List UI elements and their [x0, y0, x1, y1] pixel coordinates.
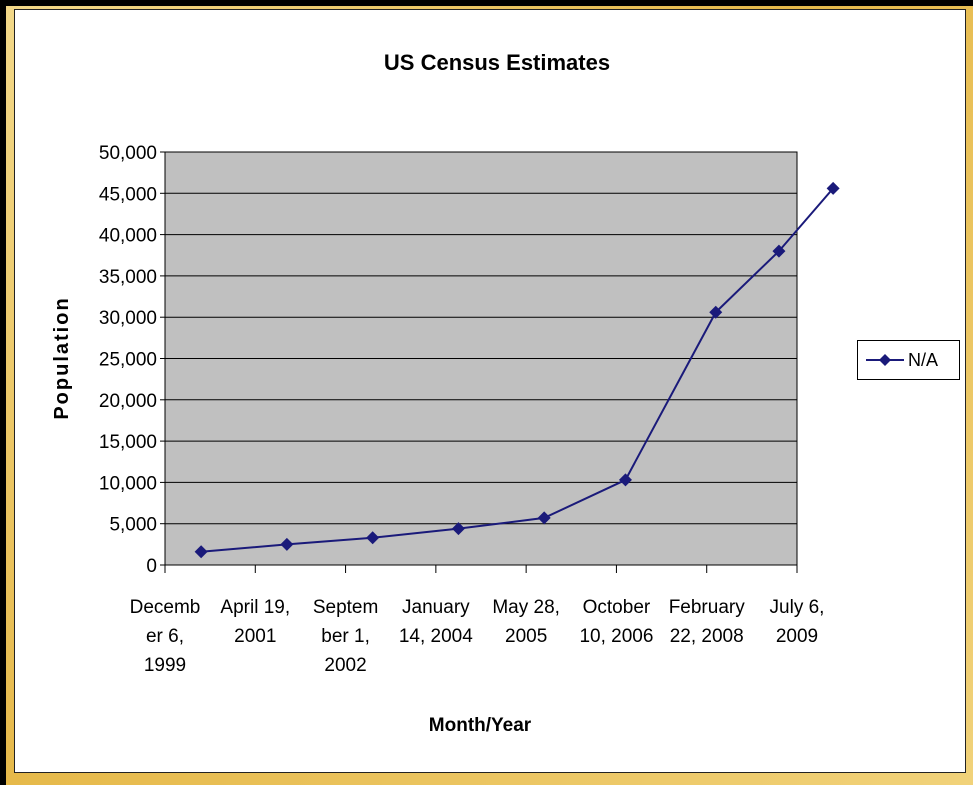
- x-tick-label: Decemb er 6, 1999: [130, 597, 201, 676]
- data-point-marker: [772, 244, 786, 258]
- x-tick-label: July 6, 2009: [770, 597, 825, 647]
- y-tick-label: 0: [146, 556, 157, 577]
- legend: N/A: [857, 340, 960, 380]
- x-tick-label: May 28, 2005: [492, 597, 560, 647]
- y-tick-label: 10,000: [99, 473, 157, 494]
- y-tick-label: 30,000: [99, 308, 157, 329]
- x-tick-label: January 14, 2004: [399, 597, 473, 647]
- x-tick-label: April 19, 2001: [220, 597, 290, 647]
- data-point-marker: [280, 537, 294, 551]
- y-tick-label: 15,000: [99, 432, 157, 453]
- x-axis-label: Month/Year: [429, 715, 532, 736]
- y-axis-label: Population: [51, 296, 73, 419]
- data-point-marker: [618, 473, 632, 487]
- chart-title: US Census Estimates: [384, 50, 610, 75]
- x-tick-label: Septem ber 1, 2002: [313, 597, 378, 676]
- data-point-marker: [537, 511, 551, 525]
- y-tick-label: 45,000: [99, 184, 157, 205]
- data-point-marker: [194, 545, 208, 559]
- y-tick-label: 20,000: [99, 391, 157, 412]
- y-tick-label: 5,000: [109, 515, 157, 536]
- data-point-marker: [366, 531, 380, 545]
- x-tick-label: October 10, 2006: [579, 597, 653, 647]
- y-tick-label: 35,000: [99, 267, 157, 288]
- data-point-marker: [826, 181, 840, 195]
- y-tick-label: 50,000: [99, 143, 157, 164]
- data-point-marker: [709, 305, 723, 319]
- y-tick-label: 25,000: [99, 350, 157, 371]
- x-tick-label: February 22, 2008: [669, 597, 746, 647]
- data-point-marker: [451, 522, 465, 536]
- legend-label: N/A: [908, 349, 939, 370]
- legend-marker-icon: [866, 354, 904, 366]
- y-tick-label: 40,000: [99, 226, 157, 247]
